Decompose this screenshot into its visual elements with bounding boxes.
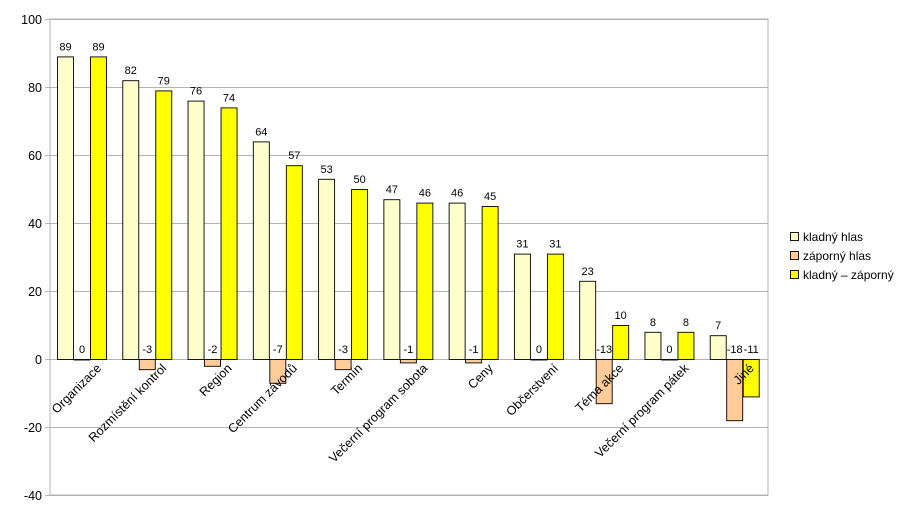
bar-0-3 bbox=[252, 141, 270, 360]
data-label: 0 bbox=[536, 344, 542, 356]
bar-0-1 bbox=[122, 80, 140, 360]
data-label: 23 bbox=[582, 266, 594, 278]
legend-label: kladný – záporný bbox=[803, 268, 894, 282]
data-label: -3 bbox=[142, 344, 152, 356]
y-tick-label: -40 bbox=[24, 489, 42, 503]
bar-1-4 bbox=[334, 359, 352, 371]
data-label: -7 bbox=[273, 344, 283, 356]
bar-2-6 bbox=[481, 206, 499, 360]
bar-1-2 bbox=[204, 359, 221, 367]
data-label: 8 bbox=[650, 317, 656, 329]
y-axis: -40 -20 0 20 40 60 80 100 bbox=[21, 13, 42, 503]
data-label: 47 bbox=[386, 184, 398, 196]
y-tick-label: -20 bbox=[24, 421, 42, 435]
category-label: Organizace bbox=[49, 361, 104, 416]
data-label: 8 bbox=[683, 317, 689, 329]
data-label: 7 bbox=[715, 320, 721, 332]
y-tick-label: 20 bbox=[28, 285, 42, 299]
y-tick-label: 80 bbox=[28, 81, 42, 95]
data-label: -1 bbox=[469, 344, 479, 356]
bar-0-2 bbox=[187, 100, 205, 360]
y-tick-label: 40 bbox=[28, 217, 42, 231]
category-label: Region bbox=[197, 361, 235, 399]
grid-lines bbox=[45, 18, 769, 496]
data-labels: 89 82 76 64 53 47 46 31 23 8 7 0 -3 -2 -7 -3 -1 -1 0 -13 0 -1… bbox=[59, 41, 758, 356]
bar-2-5 bbox=[416, 202, 434, 360]
bar-0-8 bbox=[579, 280, 597, 360]
category-label: Ceny bbox=[465, 361, 496, 392]
bar-0-5 bbox=[383, 199, 401, 360]
bar-1-9 bbox=[661, 359, 678, 361]
bar-2-1 bbox=[155, 90, 173, 360]
bar-2-2 bbox=[220, 107, 238, 360]
data-label: 45 bbox=[484, 191, 496, 203]
data-label: 89 bbox=[59, 41, 71, 53]
bar-2-4 bbox=[351, 189, 369, 360]
data-label: -11 bbox=[744, 344, 759, 356]
legend-label: kladný hlas bbox=[803, 230, 863, 244]
legend-swatch bbox=[790, 251, 799, 260]
data-label: 50 bbox=[353, 174, 365, 186]
bar-1-0 bbox=[73, 359, 91, 361]
data-label: -18 bbox=[727, 344, 743, 356]
bar-1-3 bbox=[269, 359, 287, 384]
data-label: 79 bbox=[158, 75, 170, 87]
bar-2-0 bbox=[90, 56, 107, 360]
legend: kladný hlas záporný hlas kladný – záporný bbox=[790, 230, 894, 282]
data-label: -2 bbox=[208, 344, 218, 356]
bar-0-0 bbox=[57, 56, 74, 360]
data-label: 0 bbox=[79, 344, 85, 356]
bar-0-10 bbox=[709, 335, 727, 360]
y-tick-label: 60 bbox=[28, 149, 42, 163]
bar-1-1 bbox=[138, 359, 156, 371]
data-label: 82 bbox=[125, 65, 137, 77]
data-label: -1 bbox=[403, 344, 413, 356]
bar-2-7 bbox=[546, 253, 564, 360]
data-label: 64 bbox=[255, 126, 267, 138]
bar-0-7 bbox=[513, 253, 531, 360]
data-label: -3 bbox=[338, 344, 348, 356]
legend-label: záporný hlas bbox=[803, 249, 871, 263]
bar-1-8 bbox=[595, 359, 613, 405]
data-label: 46 bbox=[419, 188, 431, 200]
data-label: 31 bbox=[516, 239, 528, 251]
data-label: -13 bbox=[596, 344, 612, 356]
bar-0-9 bbox=[644, 331, 662, 360]
bar-1-6 bbox=[465, 359, 483, 364]
bar-2-8 bbox=[612, 325, 630, 360]
data-label: 46 bbox=[451, 188, 463, 200]
data-label: 89 bbox=[92, 41, 104, 53]
bar-0-6 bbox=[448, 202, 466, 360]
bar-2-10 bbox=[742, 359, 760, 398]
data-label: 0 bbox=[666, 344, 672, 356]
category-label: Občerstvení bbox=[503, 361, 561, 419]
legend-swatch bbox=[790, 232, 799, 241]
bar-1-10 bbox=[726, 359, 744, 422]
category-label: Centrum závodů bbox=[225, 361, 300, 436]
bar-1-5 bbox=[399, 359, 417, 364]
data-label: 53 bbox=[320, 164, 332, 176]
y-tick-label: 0 bbox=[35, 353, 42, 367]
data-label: 74 bbox=[223, 92, 235, 104]
bars bbox=[57, 56, 760, 422]
data-label: 31 bbox=[549, 239, 561, 251]
data-label: 10 bbox=[615, 310, 627, 322]
data-label: 76 bbox=[190, 86, 202, 98]
bar-2-3 bbox=[285, 165, 303, 360]
legend-swatch bbox=[790, 270, 799, 279]
bar-2-9 bbox=[677, 331, 695, 360]
bar-1-7 bbox=[530, 359, 548, 361]
bar-0-4 bbox=[318, 178, 336, 360]
y-tick-label: 100 bbox=[21, 13, 42, 27]
data-label: 57 bbox=[288, 150, 300, 162]
